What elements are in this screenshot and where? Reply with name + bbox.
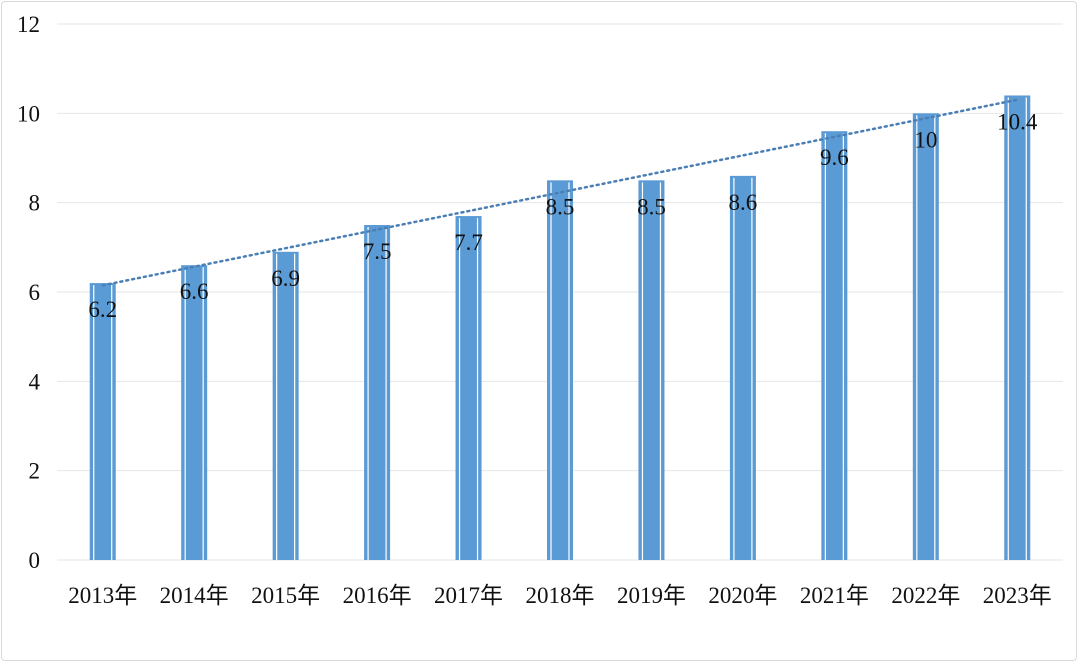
bars (89, 95, 1031, 561)
data-label: 9.6 (820, 145, 849, 170)
y-tick-label: 10 (17, 101, 40, 126)
x-tick-label: 2013年 (68, 583, 137, 608)
x-tick-label: 2017年 (434, 583, 503, 608)
data-label: 10 (914, 127, 937, 152)
x-tick-label: 2018年 (526, 583, 595, 608)
y-axis-ticks: 0 2 4 6 8 10 12 (17, 12, 41, 573)
trendline (101, 98, 1019, 287)
data-labels: 6.2 6.6 6.9 7.5 7.7 8.5 8.5 8.6 9.6 10 10.4 (88, 109, 1038, 322)
data-label: 6.2 (88, 297, 117, 322)
data-label: 8.5 (546, 194, 575, 219)
y-tick-label: 2 (29, 459, 41, 484)
x-tick-label: 2014年 (160, 583, 229, 608)
data-label: 10.4 (997, 109, 1038, 134)
y-tick-label: 8 (29, 191, 41, 216)
y-tick-label: 12 (17, 12, 40, 37)
x-tick-label: 2020年 (708, 583, 777, 608)
x-tick-label: 2016年 (343, 583, 412, 608)
x-tick-label: 2021年 (800, 583, 869, 608)
data-label: 6.6 (180, 279, 209, 304)
x-tick-label: 2019年 (617, 583, 686, 608)
data-label: 6.9 (271, 266, 300, 291)
data-label: 8.5 (637, 194, 666, 219)
y-tick-label: 4 (29, 369, 41, 394)
y-tick-label: 0 (29, 548, 41, 573)
trendline-group (101, 98, 1019, 287)
x-tick-label: 2015年 (251, 583, 320, 608)
x-axis-ticks: 2013年 2014年 2015年 2016年 2017年 2018年 2019年 2020年… (68, 583, 1052, 608)
data-label: 7.7 (454, 230, 483, 255)
data-label: 8.6 (729, 190, 758, 215)
data-label: 7.5 (363, 239, 392, 264)
gridlines (57, 23, 1063, 561)
y-tick-label: 6 (29, 280, 41, 305)
x-tick-label: 2023年 (983, 583, 1052, 608)
x-tick-label: 2022年 (891, 583, 960, 608)
